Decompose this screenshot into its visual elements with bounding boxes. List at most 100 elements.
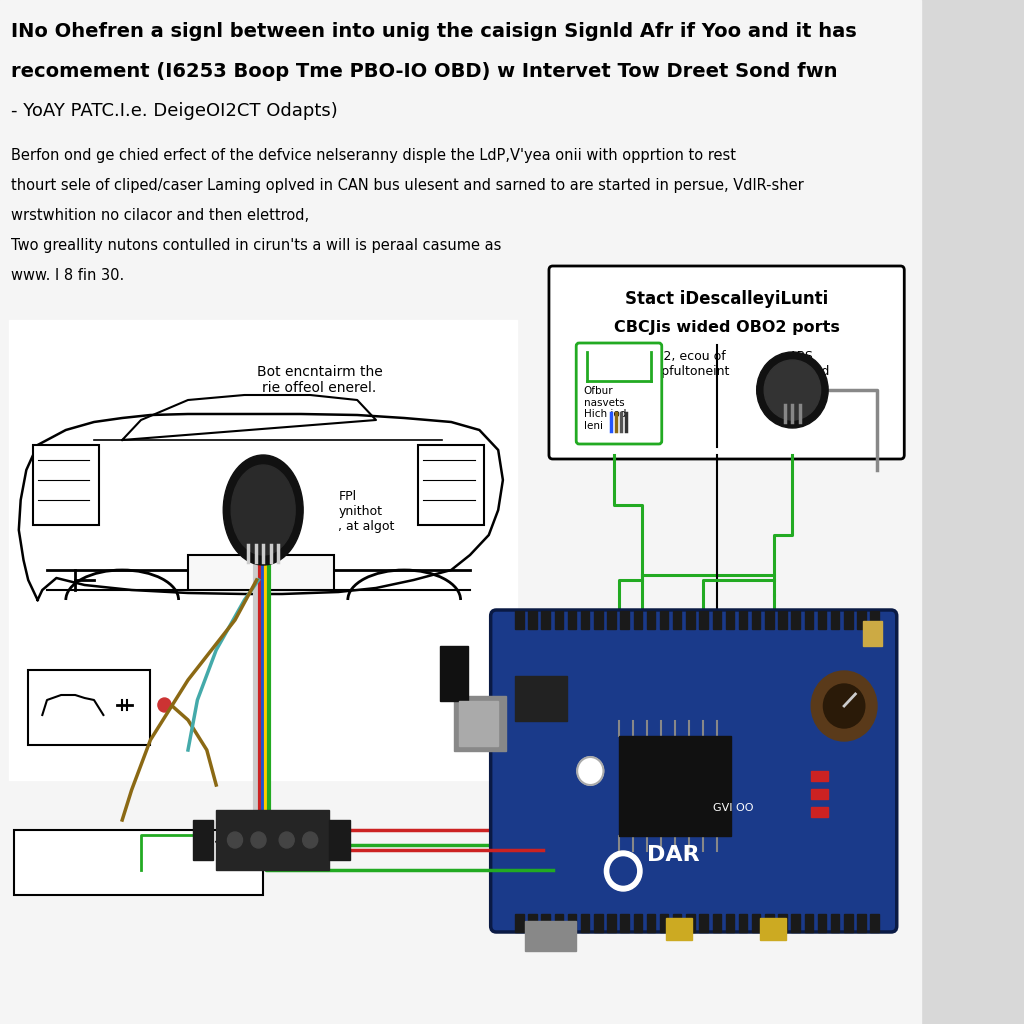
Bar <box>524 921 577 951</box>
Bar <box>528 914 537 932</box>
Circle shape <box>757 352 828 428</box>
Text: - YoAY PATC.I.e. DeigeOI2CT Odapts): - YoAY PATC.I.e. DeigeOI2CT Odapts) <box>11 102 338 120</box>
Bar <box>567 914 577 932</box>
Bar <box>673 611 682 629</box>
Bar <box>844 914 853 932</box>
Bar <box>726 611 734 629</box>
Bar <box>870 611 879 629</box>
Bar <box>699 914 708 932</box>
Bar <box>647 611 655 629</box>
Bar <box>594 611 602 629</box>
Circle shape <box>811 671 877 741</box>
Text: Bot encntairm the
rie offeol enerel.: Bot encntairm the rie offeol enerel. <box>257 365 383 395</box>
Bar <box>713 611 721 629</box>
Ellipse shape <box>223 455 303 565</box>
Bar <box>188 555 334 590</box>
Bar <box>29 670 151 745</box>
Bar <box>515 914 523 932</box>
Bar <box>647 914 655 932</box>
Bar <box>765 914 773 932</box>
Circle shape <box>303 831 317 848</box>
Bar <box>193 820 213 860</box>
Text: CBCJis wided OBO2 ports: CBCJis wided OBO2 ports <box>613 319 840 335</box>
Bar <box>726 914 734 932</box>
Bar <box>686 914 694 932</box>
Text: Ofbur
nasvets
Hich jod
leni: Ofbur nasvets Hich jod leni <box>584 386 626 431</box>
Bar <box>515 676 567 721</box>
Circle shape <box>610 857 636 885</box>
Bar <box>454 696 506 751</box>
Bar <box>857 611 865 629</box>
Bar <box>515 611 523 629</box>
Bar <box>760 918 785 940</box>
Bar <box>857 914 865 932</box>
Bar <box>581 914 590 932</box>
Bar <box>752 914 761 932</box>
Circle shape <box>578 757 603 785</box>
Bar <box>811 807 828 817</box>
Bar <box>634 611 642 629</box>
Bar <box>739 611 748 629</box>
Bar <box>329 820 349 860</box>
Bar <box>14 830 263 895</box>
Text: Stact iDescalleyiLunti: Stact iDescalleyiLunti <box>625 290 828 308</box>
Bar <box>459 701 499 746</box>
Text: ABS
caasignd: ABS caasignd <box>773 350 830 378</box>
Bar <box>594 914 602 932</box>
Bar <box>621 914 629 932</box>
Bar <box>542 611 550 629</box>
Text: thourt sele of cliped/caser Laming oplved in CAN bus ulesent and sarned to are s: thourt sele of cliped/caser Laming oplve… <box>11 178 804 193</box>
Bar <box>659 914 669 932</box>
Bar <box>440 646 468 701</box>
Bar <box>666 918 692 940</box>
Circle shape <box>823 684 865 728</box>
Bar <box>9 319 517 780</box>
Bar <box>818 914 826 932</box>
Bar <box>713 914 721 932</box>
Bar <box>830 611 840 629</box>
Bar <box>607 611 615 629</box>
Bar <box>739 914 748 932</box>
Text: GVI OO: GVI OO <box>713 803 753 813</box>
Text: recomement (I6253 Boop Tme PBO-IO OBD) w Intervet Tow Dreet Sond fwn: recomement (I6253 Boop Tme PBO-IO OBD) w… <box>11 62 838 81</box>
Bar <box>830 914 840 932</box>
Bar <box>618 736 731 836</box>
Bar <box>528 611 537 629</box>
Circle shape <box>227 831 243 848</box>
Bar <box>659 611 669 629</box>
Circle shape <box>604 851 642 891</box>
Bar <box>870 914 879 932</box>
FancyBboxPatch shape <box>549 266 904 459</box>
Bar <box>778 611 786 629</box>
Bar <box>581 611 590 629</box>
Ellipse shape <box>231 465 295 555</box>
Bar <box>634 914 642 932</box>
Bar <box>844 611 853 629</box>
Bar <box>621 611 629 629</box>
Text: Berfon ond ge chied erfect of the defvice nelseranny disple the LdP,V'yea onii w: Berfon ond ge chied erfect of the defvic… <box>11 148 736 163</box>
Bar <box>778 914 786 932</box>
Bar <box>33 445 98 525</box>
Bar <box>555 914 563 932</box>
Bar <box>752 611 761 629</box>
Bar <box>686 611 694 629</box>
Bar <box>805 914 813 932</box>
Bar <box>805 611 813 629</box>
FancyBboxPatch shape <box>577 343 662 444</box>
Text: wrstwhition no cilacor and then elettrod,: wrstwhition no cilacor and then elettrod… <box>11 208 309 223</box>
Bar <box>811 790 828 799</box>
Text: INo Ohefren a signl between into unig the caisign Signld Afr if Yoo and it has: INo Ohefren a signl between into unig th… <box>11 22 857 41</box>
Bar <box>792 914 800 932</box>
Bar <box>792 611 800 629</box>
Circle shape <box>251 831 266 848</box>
Circle shape <box>764 360 820 420</box>
Bar <box>555 611 563 629</box>
Bar <box>765 611 773 629</box>
Bar <box>818 611 826 629</box>
Circle shape <box>280 831 294 848</box>
Text: www. I 8 fin 30.: www. I 8 fin 30. <box>11 268 125 283</box>
Circle shape <box>158 698 171 712</box>
Bar <box>607 914 615 932</box>
Bar <box>673 914 682 932</box>
Text: FPl
ynithot
, at algot: FPl ynithot , at algot <box>338 490 395 534</box>
